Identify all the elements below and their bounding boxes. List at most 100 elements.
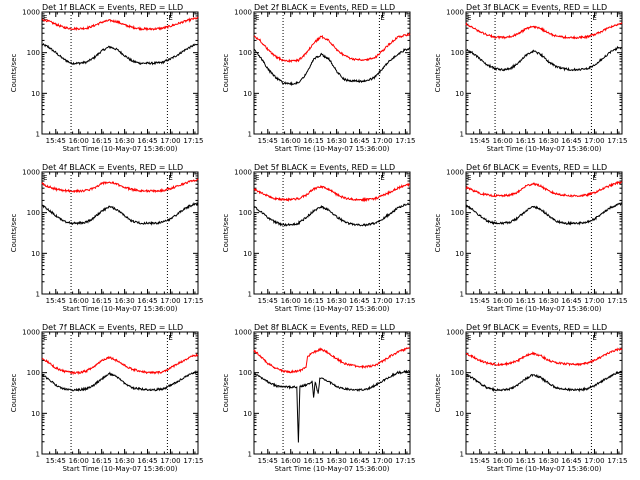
series-line xyxy=(465,21,623,40)
x-tick-label: 16:15 xyxy=(516,457,536,465)
y-tick-label: 10 xyxy=(243,90,252,98)
x-tick-label: 15:45 xyxy=(46,457,66,465)
y-axis-label: Counts/sec xyxy=(434,54,442,93)
y-tick-label: 10 xyxy=(455,90,464,98)
y-tick-label: 1 xyxy=(36,451,40,459)
y-tick-label: 1 xyxy=(460,131,464,139)
x-tick-label: 16:45 xyxy=(137,457,157,465)
series-line xyxy=(465,180,623,198)
series-line xyxy=(41,369,199,392)
x-tick-label: 15:45 xyxy=(470,137,490,145)
x-tick-label: 16:15 xyxy=(516,137,536,145)
x-tick-label: 17:00 xyxy=(160,137,180,145)
x-tick-label: 17:15 xyxy=(395,457,415,465)
e-marker: E xyxy=(467,14,471,22)
e-marker: E xyxy=(467,174,471,182)
plot-frame xyxy=(465,331,623,455)
x-tick-label: 17:00 xyxy=(372,457,392,465)
y-tick-label: 10 xyxy=(455,410,464,418)
y-axis-label: Counts/sec xyxy=(10,374,18,413)
chart-panel: Det 4f BLACK = Events, RED = LLD 1 10 100 10… xyxy=(10,163,204,313)
series-line xyxy=(466,347,623,367)
chart-title: Det 7f BLACK = Events, RED = LLD xyxy=(42,323,183,332)
x-axis-label: Start Time (10-May-07 15:36:00) xyxy=(486,465,601,473)
x-tick-label: 16:15 xyxy=(92,137,112,145)
x-tick-label: 16:30 xyxy=(538,297,558,305)
y-axis-label: Counts/sec xyxy=(222,374,230,413)
x-tick-label: 16:15 xyxy=(304,297,324,305)
chart-panel: Det 5f BLACK = Events, RED = LLD 1 10 100 10… xyxy=(222,163,416,313)
x-tick-label: 16:30 xyxy=(538,137,558,145)
y-tick-label: 1 xyxy=(248,291,252,299)
e-marker: E xyxy=(592,334,596,342)
y-tick-label: 100 xyxy=(27,209,40,217)
chart-title: Det 9f BLACK = Events, RED = LLD xyxy=(466,323,607,332)
y-axis-label: Counts/sec xyxy=(222,214,230,253)
x-tick-label: 15:45 xyxy=(258,457,278,465)
e-marker: E xyxy=(380,14,384,22)
series-line xyxy=(253,202,411,227)
x-tick-label: 15:45 xyxy=(470,457,490,465)
y-tick-label: 100 xyxy=(239,49,252,57)
x-tick-label: 16:45 xyxy=(349,297,369,305)
y-tick-label: 1000 xyxy=(446,169,464,177)
x-tick-label: 16:45 xyxy=(561,457,581,465)
x-tick-label: 15:45 xyxy=(258,297,278,305)
e-marker: E xyxy=(255,14,259,22)
e-marker: E xyxy=(168,334,172,342)
x-axis-label: Start Time (10-May-07 15:36:00) xyxy=(62,305,177,313)
e-marker: E xyxy=(43,14,47,22)
series-line xyxy=(254,46,411,87)
x-tick-label: 16:00 xyxy=(69,137,89,145)
x-tick-label: 17:00 xyxy=(584,297,604,305)
series-line xyxy=(41,178,199,194)
y-tick-label: 10 xyxy=(243,250,252,258)
e-marker: E xyxy=(380,334,384,342)
y-tick-label: 100 xyxy=(451,49,464,57)
y-tick-label: 1 xyxy=(460,451,464,459)
y-tick-label: 1000 xyxy=(22,9,40,17)
x-tick-label: 17:00 xyxy=(160,297,180,305)
e-marker: E xyxy=(255,174,259,182)
x-tick-label: 16:15 xyxy=(92,457,112,465)
x-tick-label: 16:15 xyxy=(516,297,536,305)
y-tick-label: 1 xyxy=(36,291,40,299)
plot-frame xyxy=(253,11,411,135)
x-tick-label: 16:30 xyxy=(326,137,346,145)
x-tick-label: 15:45 xyxy=(46,137,66,145)
chart-panel: Det 8f BLACK = Events, RED = LLD 1 10 100 10… xyxy=(222,323,416,473)
x-tick-label: 16:45 xyxy=(561,137,581,145)
y-tick-label: 100 xyxy=(239,209,252,217)
x-tick-label: 16:00 xyxy=(493,137,513,145)
chart-panel: Det 3f BLACK = Events, RED = LLD 1 10 100 10… xyxy=(434,3,628,153)
y-tick-label: 100 xyxy=(27,49,40,57)
x-tick-label: 17:15 xyxy=(183,457,203,465)
x-tick-label: 16:30 xyxy=(114,137,134,145)
plot-frame xyxy=(465,171,623,295)
y-tick-label: 10 xyxy=(31,90,40,98)
y-tick-label: 1000 xyxy=(22,329,40,337)
y-tick-label: 1000 xyxy=(234,9,252,17)
x-tick-label: 16:45 xyxy=(349,457,369,465)
x-tick-label: 15:45 xyxy=(470,297,490,305)
x-tick-label: 17:15 xyxy=(607,457,627,465)
y-axis-label: Counts/sec xyxy=(10,54,18,93)
y-axis-label: Counts/sec xyxy=(434,214,442,253)
y-tick-label: 1 xyxy=(36,131,40,139)
x-tick-label: 16:30 xyxy=(326,457,346,465)
e-marker: E xyxy=(168,174,172,182)
y-tick-label: 1000 xyxy=(22,169,40,177)
chart-title: Det 8f BLACK = Events, RED = LLD xyxy=(254,323,395,332)
x-tick-label: 16:15 xyxy=(92,297,112,305)
e-marker: E xyxy=(467,334,471,342)
x-tick-label: 16:45 xyxy=(137,137,157,145)
x-axis-label: Start Time (10-May-07 15:36:00) xyxy=(274,465,389,473)
x-tick-label: 16:15 xyxy=(304,137,324,145)
x-tick-label: 15:45 xyxy=(46,297,66,305)
series-line xyxy=(41,16,199,32)
y-tick-label: 1000 xyxy=(446,9,464,17)
chart-panel: Det 1f BLACK = Events, RED = LLD 1 10 100 10… xyxy=(10,3,204,153)
e-marker: E xyxy=(592,174,596,182)
e-marker: E xyxy=(168,14,172,22)
